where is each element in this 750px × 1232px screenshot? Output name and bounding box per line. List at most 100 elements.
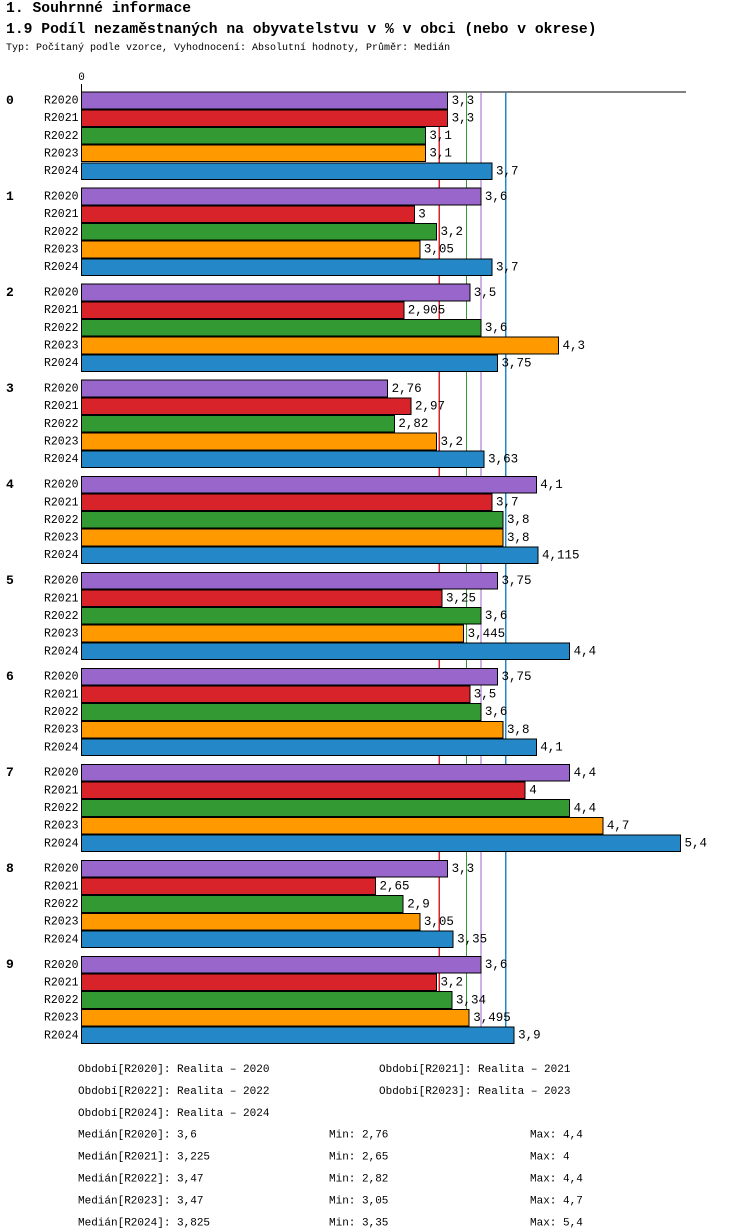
svg-text:3,3: 3,3 [452,111,475,125]
svg-text:3,495: 3,495 [473,1011,511,1025]
svg-text:R2022: R2022 [44,514,79,527]
svg-text:R2024: R2024 [44,645,79,658]
svg-text:Max: 4: Max: 4 [530,1152,570,1164]
svg-text:Min: 2,76: Min: 2,76 [329,1130,388,1142]
svg-text:R2022: R2022 [44,706,79,719]
svg-text:4,115: 4,115 [542,548,580,562]
svg-text:R2023: R2023 [44,724,79,737]
svg-text:Max: 4,4: Max: 4,4 [530,1130,583,1142]
svg-text:3,7: 3,7 [496,496,519,510]
svg-text:3,8: 3,8 [507,531,530,545]
svg-text:R2023: R2023 [44,820,79,833]
svg-text:R2021: R2021 [44,208,79,221]
svg-text:3,25: 3,25 [446,592,476,606]
svg-text:R2024: R2024 [44,261,79,274]
svg-text:R2022: R2022 [44,898,79,911]
svg-text:3,75: 3,75 [501,670,531,684]
svg-text:R2022: R2022 [44,322,79,335]
svg-text:Medián[R2023]: 3,47: Medián[R2023]: 3,47 [78,1195,203,1207]
svg-text:3,1: 3,1 [429,129,452,143]
svg-text:3,8: 3,8 [507,723,530,737]
svg-text:R2022: R2022 [44,226,79,239]
svg-text:R2021: R2021 [44,880,79,893]
svg-text:R2021: R2021 [44,496,79,509]
svg-text:4,4: 4,4 [574,645,597,659]
svg-text:3: 3 [418,207,426,221]
svg-text:R2022: R2022 [44,610,79,623]
svg-text:3,6: 3,6 [485,321,508,335]
svg-text:4: 4 [6,477,14,492]
svg-text:R2022: R2022 [44,130,79,143]
svg-text:Min: 3,05: Min: 3,05 [329,1195,388,1207]
svg-text:Min: 2,82: Min: 2,82 [329,1174,388,1186]
svg-text:3,7: 3,7 [496,260,519,274]
svg-text:4,7: 4,7 [607,819,630,833]
svg-text:R2022: R2022 [44,418,79,431]
svg-text:3,2: 3,2 [440,976,463,990]
svg-text:R2020: R2020 [44,383,79,396]
svg-text:R2024: R2024 [44,357,79,370]
svg-text:Medián[R2020]: 3,6: Medián[R2020]: 3,6 [78,1130,197,1142]
svg-text:3,6: 3,6 [485,958,508,972]
svg-text:R2021: R2021 [44,400,79,413]
svg-text:2,97: 2,97 [415,399,445,413]
svg-text:R2023: R2023 [44,628,79,641]
svg-text:R2024: R2024 [44,837,79,850]
svg-text:4,4: 4,4 [574,801,597,815]
svg-text:2,82: 2,82 [398,417,428,431]
svg-text:3,3: 3,3 [452,94,475,108]
svg-text:R2021: R2021 [44,112,79,125]
svg-text:0: 0 [78,72,85,84]
svg-text:9: 9 [6,957,14,972]
svg-text:R2024: R2024 [44,1029,79,1042]
svg-text:3,05: 3,05 [424,915,454,929]
svg-text:R2020: R2020 [44,863,79,876]
svg-text:3,75: 3,75 [501,574,531,588]
svg-text:R2022: R2022 [44,994,79,1007]
svg-text:3,35: 3,35 [457,933,487,947]
svg-text:Medián[R2022]: 3,47: Medián[R2022]: 3,47 [78,1174,203,1186]
svg-text:Medián[R2021]: 3,225: Medián[R2021]: 3,225 [78,1152,210,1164]
svg-text:Období[R2022]: Realita – 2022: Období[R2022]: Realita – 2022 [78,1086,269,1098]
svg-text:3,63: 3,63 [488,452,518,466]
svg-text:R2020: R2020 [44,94,79,107]
svg-text:2,76: 2,76 [392,382,422,396]
svg-text:R2024: R2024 [44,165,79,178]
svg-text:3,34: 3,34 [456,993,486,1007]
svg-text:3,8: 3,8 [507,513,530,527]
svg-text:R2021: R2021 [44,592,79,605]
svg-text:R2023: R2023 [44,1012,79,1025]
svg-text:5: 5 [6,573,14,588]
svg-text:R2020: R2020 [44,287,79,300]
svg-text:R2024: R2024 [44,453,79,466]
svg-text:3,445: 3,445 [468,627,506,641]
svg-text:6: 6 [6,669,14,684]
svg-text:5,4: 5,4 [685,837,708,851]
svg-text:R2020: R2020 [44,479,79,492]
svg-text:R2023: R2023 [44,340,79,353]
svg-text:R2023: R2023 [44,147,79,160]
svg-text:R2024: R2024 [44,741,79,754]
svg-text:3,1: 3,1 [429,147,452,161]
svg-text:R2020: R2020 [44,671,79,684]
svg-text:R2024: R2024 [44,549,79,562]
svg-text:Max: 4,7: Max: 4,7 [530,1195,583,1207]
svg-text:4,4: 4,4 [574,766,597,780]
svg-text:4,1: 4,1 [540,478,563,492]
svg-text:Období[R2021]: Realita – 2021: Období[R2021]: Realita – 2021 [379,1064,571,1076]
svg-text:4,1: 4,1 [540,741,563,755]
svg-text:Min: 2,65: Min: 2,65 [329,1152,388,1164]
svg-text:Max: 5,4: Max: 5,4 [530,1217,583,1229]
svg-text:R2023: R2023 [44,916,79,929]
svg-text:R2021: R2021 [44,688,79,701]
svg-text:Min: 3,35: Min: 3,35 [329,1217,388,1229]
svg-text:2,65: 2,65 [379,880,409,894]
svg-text:3,75: 3,75 [501,356,531,370]
svg-text:R2020: R2020 [44,575,79,588]
svg-text:Max: 4,4: Max: 4,4 [530,1174,583,1186]
svg-text:3,5: 3,5 [474,688,497,702]
svg-text:R2021: R2021 [44,784,79,797]
svg-text:3,7: 3,7 [496,164,519,178]
svg-text:3,3: 3,3 [452,862,475,876]
svg-text:3,2: 3,2 [440,435,463,449]
